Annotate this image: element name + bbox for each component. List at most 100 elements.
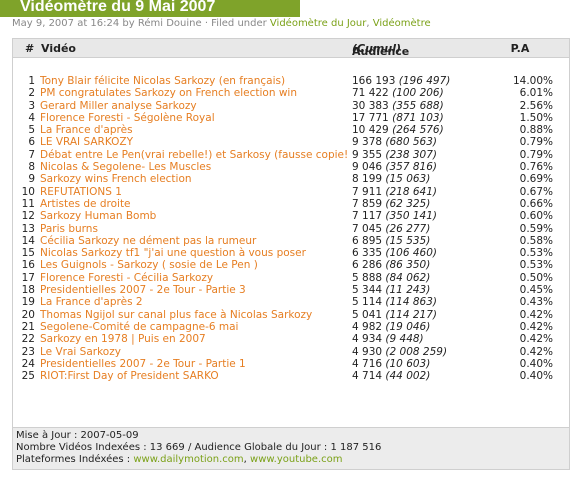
audience-cell: 6 286 (86 350) [352,259,430,271]
row-number: 11 [21,197,35,210]
video-link[interactable]: Cécilia Sarkozy ne dément pas la rumeur [40,234,257,247]
category-link-videometre-du-jour[interactable]: Vidéomètre du Jour [269,18,367,29]
audience-value: 5 041 [352,308,383,321]
header-number: # [25,42,35,55]
video-link[interactable]: Presidentielles 2007 - 2e Tour - Partie … [40,284,246,297]
video-link[interactable]: La France d'après 2 [40,296,143,309]
audience-cell: 5 114 (114 863) [352,296,437,308]
video-link[interactable]: Tony Blair félicite Nicolas Sarkozy (en … [40,75,286,87]
index-stats: Nombre Vidéos Indexées : 13 669 / Audien… [16,442,382,453]
audience-cell: 5 888 (84 062) [352,272,430,284]
table-row: 15 Nicolas Sarkozy tf1 "j'ai une question… [13,247,569,259]
video-link[interactable]: La France d'après [40,124,133,137]
audience-value: 7 045 [352,222,383,235]
audience-cell: 4 934 (9 448) [352,333,424,345]
header-pa: P.A [510,42,530,55]
audience-value: 5 888 [352,271,383,284]
video-link[interactable]: Le Vrai Sarkozy [40,345,121,358]
cumul-value: (15 063) [385,173,431,186]
cumul-value: (84 062) [385,271,431,284]
video-link[interactable]: Sarkozy wins French election [40,173,192,186]
video-link[interactable]: Artistes de droite [40,197,131,210]
audience-cell: 9 355 (238 307) [352,149,437,161]
video-link[interactable]: Florence Foresti - Cécilia Sarkozy [40,271,214,284]
table-row: 20 Thomas Ngijol sur canal plus face à Ni… [13,309,569,321]
audience-cell: 9 378 (680 563) [352,136,437,148]
table-row: 3 Gerard Miller analyse Sarkozy 30 383 (35… [13,100,569,112]
cumul-value: (62 325) [385,197,431,210]
row-number: 14 [21,234,35,247]
video-link[interactable]: Sarkozy en 1978 | Puis en 2007 [40,333,206,346]
platform-link-youtube[interactable]: www.youtube.com [250,454,343,465]
platform-link-dailymotion[interactable]: www.dailymotion.com [133,454,244,465]
pa-value: 0.45% [519,284,553,297]
table-row: 7 Débat entre Le Pen(vrai rebelle!) et Sa… [13,149,569,161]
table-row: 12 Sarkozy Human Bomb 7 117 (350 141) 0.60% [13,210,569,222]
table-row: 13 Paris burns 7 045 (26 277) 0.59% [13,223,569,235]
video-link[interactable]: Thomas Ngijol sur canal plus face à Nico… [40,308,313,321]
table-row: 16 Les Guignols - Sarkozy ( sosie de Le P… [13,259,569,271]
pa-value: 0.42% [519,308,553,321]
category-link-videometre[interactable]: Vidéomètre [372,18,431,29]
cumul-value: (871 103) [392,111,444,124]
video-link[interactable]: Les Guignols - Sarkozy ( sosie de Le Pen… [40,259,258,272]
pa-value: 0.40% [519,370,553,383]
pa-value: 0.59% [519,222,553,235]
pa-value: 0.53% [519,247,553,260]
video-link[interactable]: Gerard Miller analyse Sarkozy [40,99,197,112]
audience-cell: 71 422 (100 206) [352,87,444,99]
cumul-value: (106 460) [385,247,438,260]
row-number: 23 [21,345,35,358]
row-number: 13 [21,222,35,235]
table-row: 14 Cécilia Sarkozy ne dément pas la rumeu… [13,235,569,247]
audience-value: 5 114 [352,296,383,309]
video-link[interactable]: Segolene-Comité de campagne-6 mai [40,320,239,333]
cumul-value: (15 535) [385,234,431,247]
update-date: Mise à Jour : 2007-05-09 [16,430,139,441]
cumul-value: (196 497) [398,75,451,87]
row-number: 8 [28,161,35,174]
cumul-value: (2 008 259) [385,345,448,358]
row-number: 12 [21,210,35,223]
table-footer: Mise à Jour : 2007-05-09 Nombre Vidéos I… [13,427,569,469]
table-header: # Vidéo Audience (Cumul) P.A [13,39,569,58]
video-link[interactable]: RIOT:First Day of President SARKO [40,370,219,383]
audience-cell: 17 771 (871 103) [352,112,444,124]
table-row: 2 PM congratulates Sarkozy on French elec… [13,87,569,99]
audience-cell: 4 982 (19 046) [352,321,430,333]
audience-value: 9 046 [352,161,383,174]
table-row: 8 Nicolas & Segolene- Les Muscles 9 046 (3… [13,161,569,173]
pa-value: 0.58% [519,234,553,247]
video-link[interactable]: REFUTATIONS 1 [40,185,122,198]
video-link[interactable]: LE VRAI SARKOZY [40,136,134,149]
video-link[interactable]: Presidentielles 2007 - 2e Tour - Partie … [40,357,246,370]
pa-value: 0.69% [519,173,553,186]
video-link[interactable]: Débat entre Le Pen(vrai rebelle!) et Sar… [40,148,349,161]
header-audience: Audience (Cumul) [352,42,409,58]
row-number: 24 [21,357,35,370]
video-link[interactable]: Sarkozy Human Bomb [40,210,157,223]
audience-value: 4 716 [352,357,383,370]
audience-value: 7 911 [352,185,383,198]
video-link[interactable]: PM congratulates Sarkozy on French elect… [40,87,297,100]
pa-value: 0.79% [519,136,553,149]
pa-value: 0.79% [519,148,553,161]
pa-value: 1.50% [519,111,553,124]
table-row: 4 Florence Foresti - Ségolène Royal 17 771… [13,112,569,124]
post-byline: May 9, 2007 at 16:24 by Rémi Douine · Fi… [12,18,431,29]
row-number: 15 [21,247,35,260]
video-link[interactable]: Nicolas Sarkozy tf1 "j'ai une question à… [40,247,306,260]
pa-value: 0.43% [519,296,553,309]
pa-value: 0.40% [519,357,553,370]
cumul-value: (100 206) [392,87,444,100]
table-row: 24 Presidentielles 2007 - 2e Tour - Parti… [13,358,569,370]
audience-cell: 10 429 (264 576) [352,124,444,136]
video-link[interactable]: Nicolas & Segolene- Les Muscles [40,161,212,174]
video-link[interactable]: Florence Foresti - Ségolène Royal [40,111,215,124]
row-number: 18 [21,284,35,297]
audience-value: 17 771 [352,111,389,124]
audience-value: 5 344 [352,284,383,297]
platforms-label: Plateformes Indéxées : [16,454,131,465]
video-link[interactable]: Paris burns [40,222,98,235]
cumul-value: (218 641) [385,185,438,198]
